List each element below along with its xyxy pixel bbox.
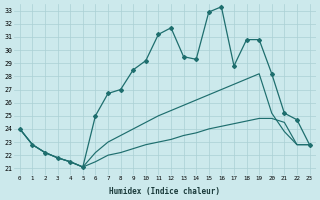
X-axis label: Humidex (Indice chaleur): Humidex (Indice chaleur) bbox=[109, 187, 220, 196]
